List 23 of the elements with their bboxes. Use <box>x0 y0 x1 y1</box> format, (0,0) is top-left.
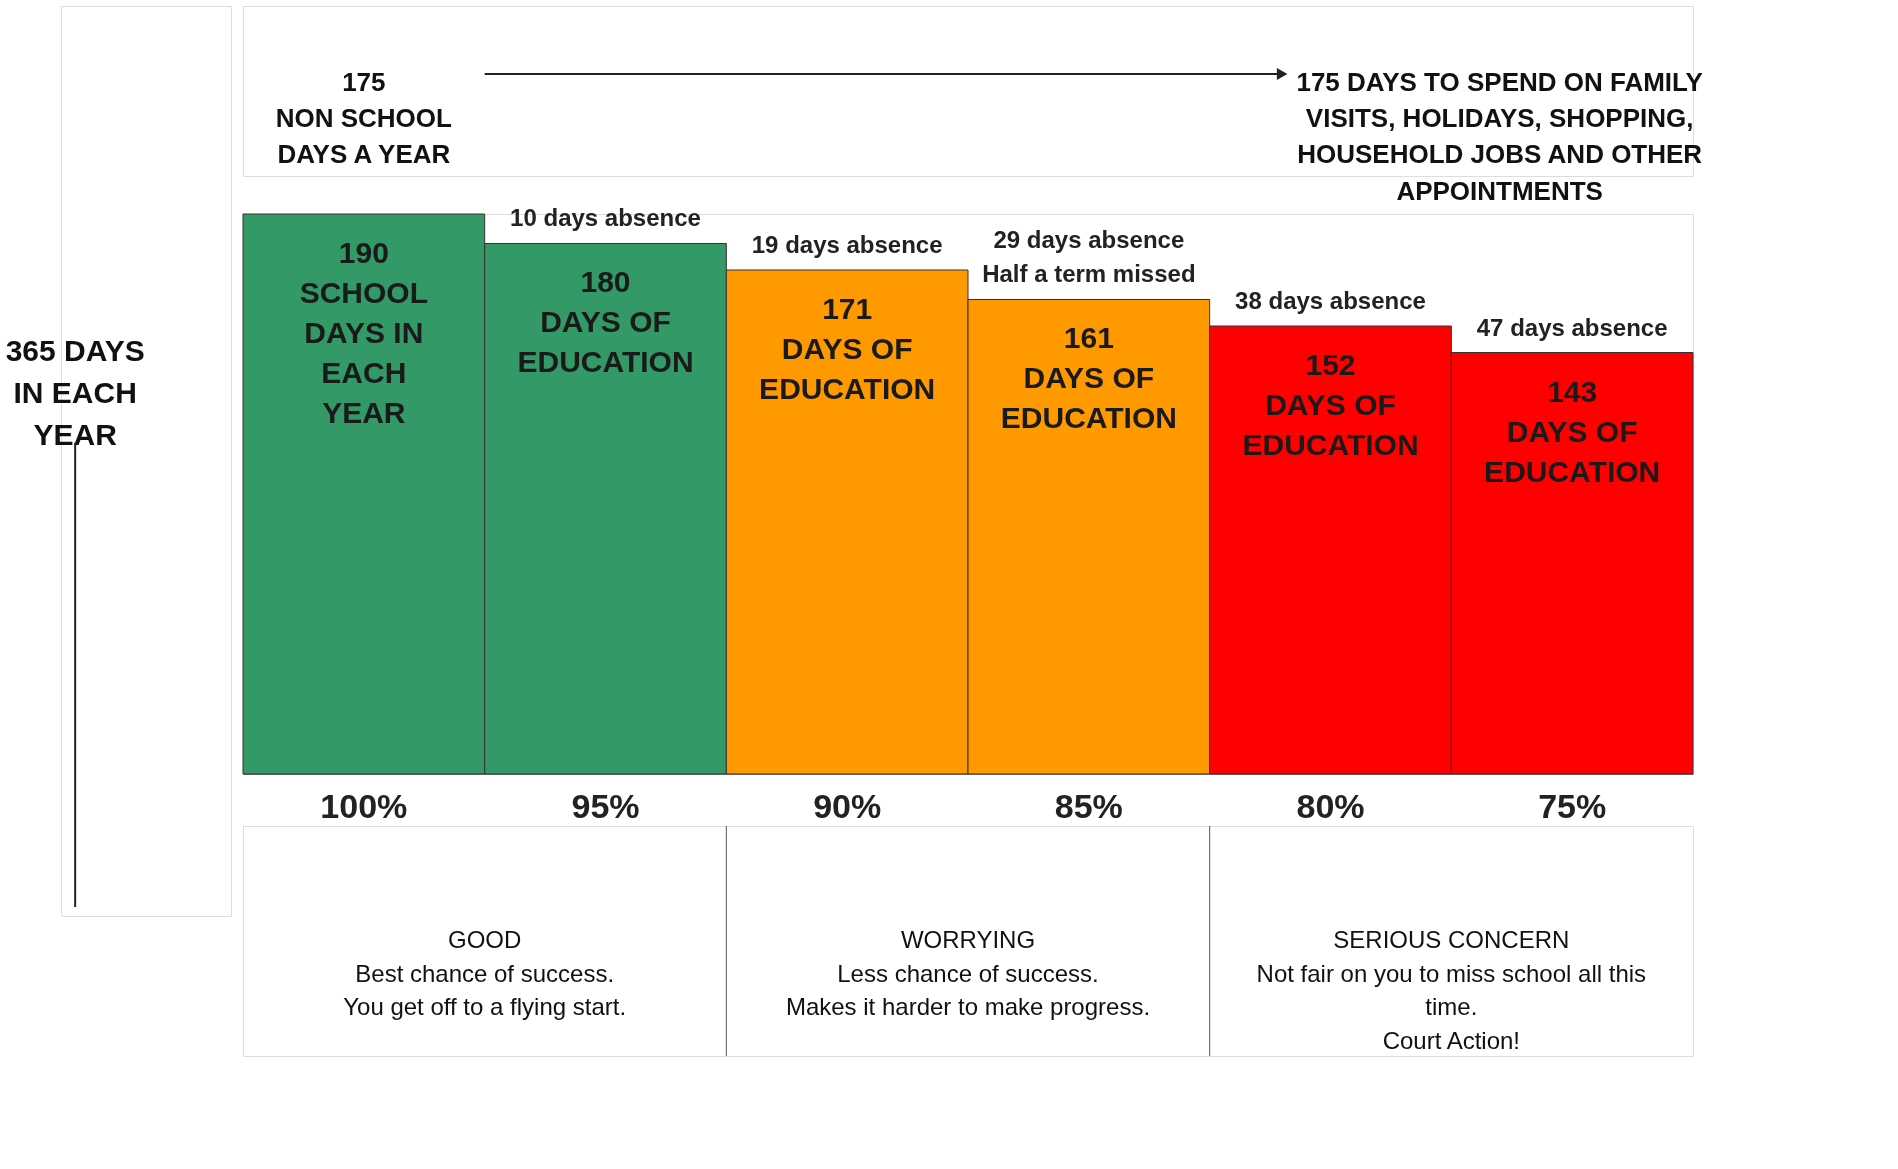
annotation: 19 days absence <box>751 231 943 258</box>
data-label: 143 DAYS OF EDUCATION <box>1484 374 1661 488</box>
annotation: 47 days absence <box>1476 313 1668 341</box>
x-tick-label: 90% <box>813 786 882 825</box>
x-tick-label: 85% <box>1054 786 1123 825</box>
text: WORRYING Less chance of success. Makes it harder to make progress. <box>785 926 1151 1021</box>
x-tick-label: 80% <box>1296 786 1365 825</box>
data-label: 161 DAYS OF EDUCATION <box>1000 321 1177 435</box>
data-label: 180 DAYS OF EDUCATION <box>517 265 694 379</box>
text: 365 DAYS IN EACH YEAR <box>5 333 145 451</box>
x-tick-label: 100% <box>320 786 408 825</box>
text: 175 NON SCHOOL DAYS A YEAR <box>275 66 453 170</box>
annotation: 10 days absence <box>510 204 701 232</box>
text: GOOD Best chance of success. You get off to a flying start. <box>343 926 627 1021</box>
annotation: 38 days absence <box>1235 287 1426 314</box>
x-tick-label: 95% <box>571 786 640 825</box>
text: 175 DAYS TO SPEND ON FAMILY VISITS, HOLIDAYS, SHOPPING, HOUSEHOLD JOBS AND OTHER APPOINTMENTS <box>1296 66 1703 206</box>
text: SERIOUS CONCERN Not fair on you to miss school all this time. Court Action! <box>1256 926 1647 1054</box>
data-label: 171 DAYS OF EDUCATION <box>759 292 936 405</box>
x-tick-label: 75% <box>1538 786 1607 825</box>
data-label: 152 DAYS OF EDUCATION <box>1242 348 1419 461</box>
data-label: 190 SCHOOL DAYS IN EACH YEAR <box>299 236 429 429</box>
annotation: 29 days absence Half a term missed <box>982 226 1196 288</box>
